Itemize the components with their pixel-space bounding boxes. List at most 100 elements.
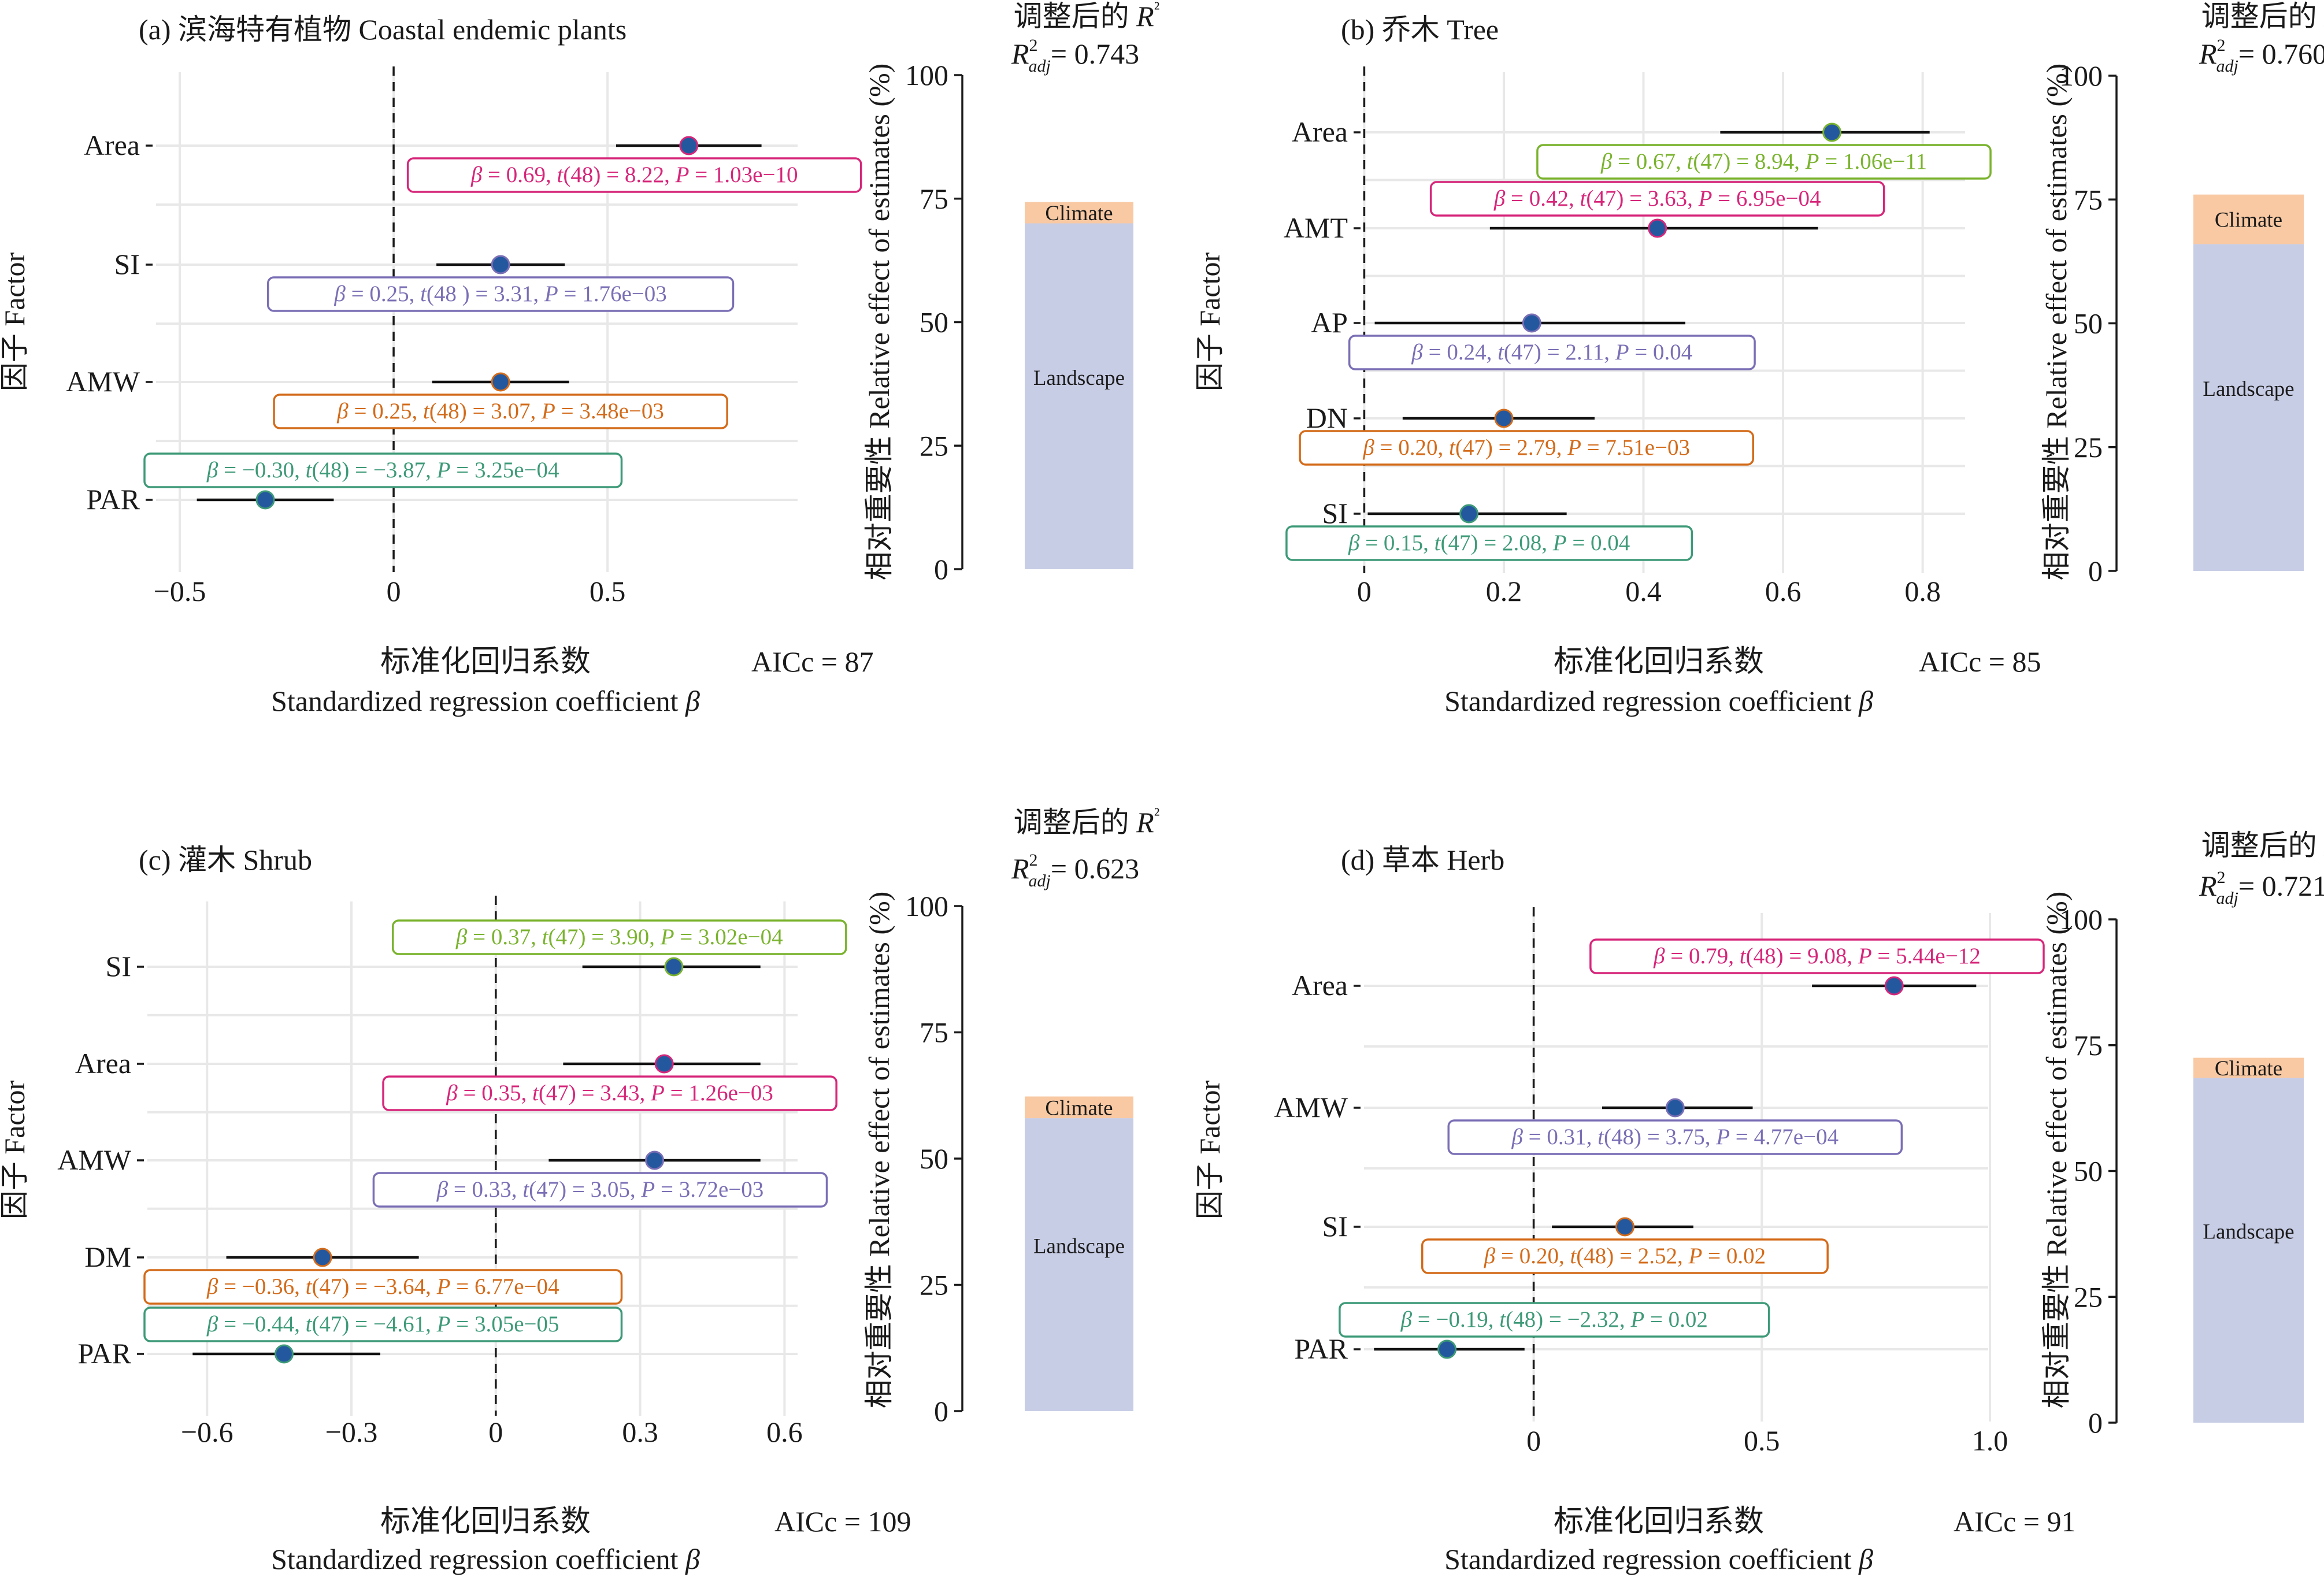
x-tick-label: 0.2 xyxy=(1486,575,1522,607)
estimate-label-part: = 0.25, xyxy=(346,281,420,306)
estimate-label-part: β xyxy=(206,1312,218,1337)
estimate-label-part: t xyxy=(1597,1124,1604,1149)
y-axis-label: 因子 Factor xyxy=(0,253,31,392)
estimate-label-part: (48) = 2.52, xyxy=(1576,1244,1688,1268)
factor-label: PAR xyxy=(1294,1333,1348,1365)
estimate-label: β = 0.25, t(48 ) = 3.31, P = 1.76e−03 xyxy=(333,281,666,306)
importance-axis-label: 相对重要性 Relative effect of estimates (%) xyxy=(2040,892,2073,1409)
estimate-label-part: (48 ) = 3.31, xyxy=(427,281,544,306)
estimate-label-part: = 3.48e−03 xyxy=(555,399,664,424)
importance-segment-label: Climate xyxy=(1045,202,1113,225)
factor-label: PAR xyxy=(86,483,140,515)
estimate-label-part: = 0.37, xyxy=(467,925,542,949)
importance-tick-label: 0 xyxy=(2088,555,2103,587)
estimate-label-part: = 3.72e−03 xyxy=(655,1177,763,1202)
estimate-label-part: = 6.77e−04 xyxy=(450,1274,559,1299)
x-tick-label: 0.8 xyxy=(1904,575,1941,607)
x-tick-label: 0 xyxy=(387,575,401,607)
estimate-label: β = 0.25, t(48) = 3.07, P = 3.48e−03 xyxy=(336,399,664,424)
estimate-label-part: t xyxy=(1687,149,1694,174)
estimate-label-part: (48) = −3.87, xyxy=(312,458,436,483)
estimate-label: β = 0.79, t(48) = 9.08, P = 5.44e−12 xyxy=(1653,944,1981,968)
estimate-label-part: P xyxy=(544,281,558,306)
panel-2: (c) 灌木 Shrub −0.6 −0.3 0 0.3 0.6 因子 Factor 标准化回… xyxy=(0,804,1159,1575)
estimate-label: β = 0.37, t(47) = 3.90, P = 3.02e−04 xyxy=(455,925,783,949)
factor-label: SI xyxy=(114,248,140,280)
estimate-label-box xyxy=(1536,144,1992,180)
estimate-label-part: P xyxy=(1858,944,1872,968)
importance-segment-label: Climate xyxy=(1045,1096,1113,1120)
importance-tick-label: 0 xyxy=(934,553,948,585)
coefficient-point xyxy=(645,1151,665,1170)
importance-tick-label: 50 xyxy=(920,306,948,339)
x-tick-label: 0.6 xyxy=(1765,575,1802,607)
r2-value-sub: adj xyxy=(1029,871,1051,890)
factor-label: AMW xyxy=(57,1144,132,1176)
estimate-label-part: (47) = 2.08, xyxy=(1441,530,1553,555)
estimate-label-box xyxy=(143,452,623,488)
estimate-label: β = 0.24, t(47) = 2.11, P = 0.04 xyxy=(1411,340,1692,365)
importance-segment-landscape xyxy=(1025,1118,1133,1411)
importance-tick-label: 75 xyxy=(920,1016,948,1049)
x-axis-label-en-symbol: β xyxy=(1858,685,1873,717)
estimate-label-box xyxy=(143,1269,623,1305)
estimate-label-box xyxy=(372,1172,828,1208)
estimate-label-part: = 0.02 xyxy=(1644,1307,1708,1332)
estimate-label-part: = 0.04 xyxy=(1567,530,1630,555)
estimate-label-box xyxy=(1339,1302,1770,1338)
coefficient-point xyxy=(1459,504,1479,524)
r2-value-number: = 0.721 xyxy=(2238,870,2324,902)
coefficient-point xyxy=(1665,1098,1685,1118)
factor-label: Area xyxy=(1292,116,1348,148)
estimate-label-part: P xyxy=(650,1081,665,1105)
r2-title: 调整后的 R² xyxy=(1014,804,1160,838)
x-axis-label-cn: 标准化回归系数 xyxy=(380,645,591,678)
estimate-label-box xyxy=(382,1075,837,1111)
factor-label: SI xyxy=(1322,497,1348,529)
estimate-label: β = −0.44, t(47) = −4.61, P = 3.05e−05 xyxy=(206,1312,559,1337)
r2-value-sup: 2 xyxy=(1029,36,1038,55)
importance-segment-landscape xyxy=(2193,244,2304,571)
estimate-label-box xyxy=(143,1307,623,1342)
coefficient-point xyxy=(255,490,275,510)
estimate-label-part: β xyxy=(470,162,483,187)
estimate-label-part: P xyxy=(1805,149,1819,174)
estimate-label-part: P xyxy=(675,162,690,187)
estimate-label-part: = 5.44e−12 xyxy=(1872,944,1981,968)
aicc-label: AICc = 109 xyxy=(774,1505,911,1538)
estimate-label-part: = 0.35, xyxy=(458,1081,532,1105)
estimate-label-part: = 6.95e−04 xyxy=(1712,186,1821,211)
panel-3: (d) 草本 Herb 0 0.5 1.0 因子 Factor 标准化回归系数 Standa… xyxy=(1193,829,2324,1575)
r2-value-sup: 2 xyxy=(2217,868,2226,887)
factor-label: Area xyxy=(84,129,140,161)
estimate-label-part: β xyxy=(446,1081,458,1105)
estimate-label: β = 0.42, t(47) = 3.63, P = 6.95e−04 xyxy=(1493,186,1821,211)
y-axis-label: 因子 Factor xyxy=(1193,253,1226,392)
estimate-label-part: P xyxy=(1630,1307,1644,1332)
coefficient-point xyxy=(313,1248,332,1267)
estimate-label: β = −0.19, t(48) = −2.32, P = 0.02 xyxy=(1400,1307,1708,1332)
x-tick-label: 0 xyxy=(1357,575,1372,607)
x-axis-label-cn: 标准化回归系数 xyxy=(1554,645,1764,678)
importance-segment-climate xyxy=(1025,1096,1133,1119)
r2-value: R2 adj= 0.623 xyxy=(1011,851,1139,890)
estimate-label-part: t xyxy=(1740,944,1747,968)
x-axis-label-en: Standardized regression coefficient β xyxy=(1444,685,1873,717)
x-tick-label: 0.3 xyxy=(622,1416,658,1448)
coefficient-point xyxy=(491,255,510,274)
importance-tick-label: 100 xyxy=(905,59,948,91)
importance-segment-label: Landscape xyxy=(2203,1220,2294,1244)
estimate-label-box xyxy=(273,394,728,429)
estimate-label-part: = 0.79, xyxy=(1665,944,1740,968)
estimate-label-part: t xyxy=(1435,530,1441,555)
estimate-label-part: β xyxy=(1484,1244,1496,1268)
importance-segment-climate xyxy=(1025,202,1133,224)
estimate-label-part: P xyxy=(436,1312,451,1337)
estimate-label: β = 0.15, t(47) = 2.08, P = 0.04 xyxy=(1348,530,1630,555)
estimate-label: β = 0.67, t(47) = 8.94, P = 1.06e−11 xyxy=(1600,149,1927,174)
factor-label: DN xyxy=(1306,402,1348,434)
coefficient-point xyxy=(491,372,510,392)
estimate-label-part: P xyxy=(1688,1244,1703,1268)
x-axis-label-en: Standardized regression coefficient β xyxy=(1444,1543,1873,1575)
factor-label: SI xyxy=(1322,1210,1348,1242)
